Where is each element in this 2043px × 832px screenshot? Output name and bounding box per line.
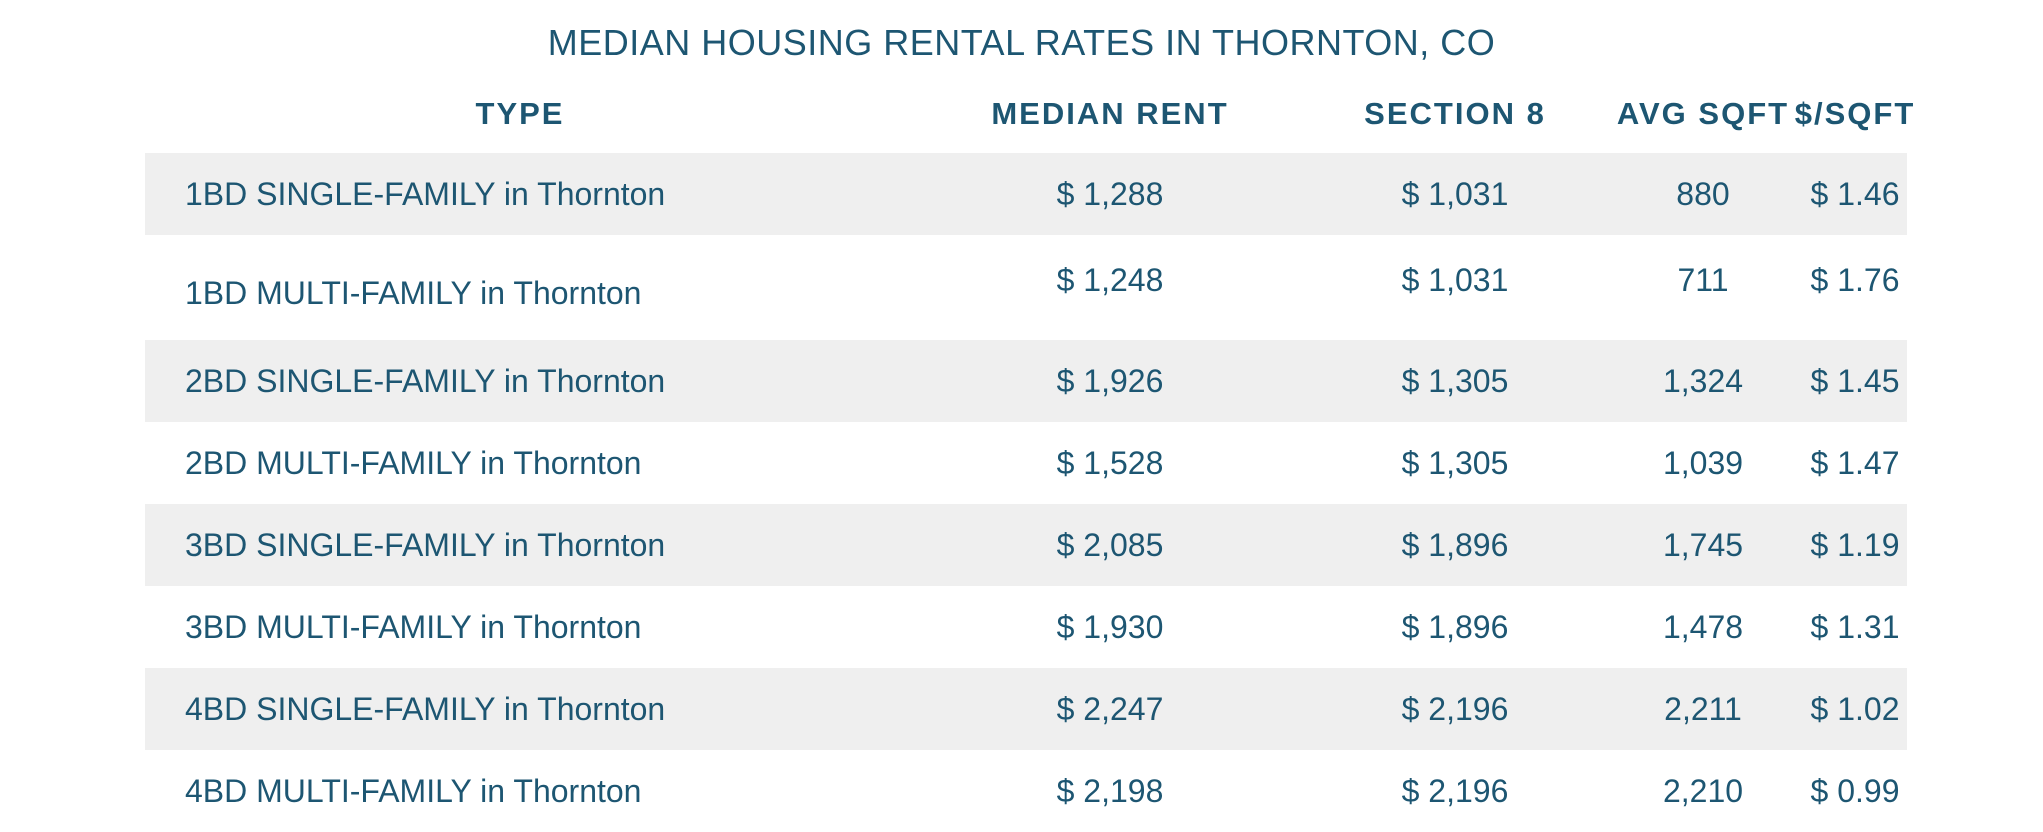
cell-type: 1BD MULTI-FAMILY in Thornton (185, 275, 642, 311)
header-avg-sqft: AVG SQFT (1616, 96, 1790, 131)
table-body: 1BD SINGLE-FAMILY in Thornton $ 1,288 $ … (145, 153, 1907, 832)
cell-price-per-sqft: $ 1.19 (1810, 526, 1900, 563)
cell-type: 4BD SINGLE-FAMILY in Thornton (185, 690, 666, 727)
table-row: 2BD MULTI-FAMILY in Thornton $ 1,528 $ 1… (145, 422, 1907, 504)
cell-section-8: $ 1,305 (1401, 362, 1509, 399)
cell-price-per-sqft: $ 1.31 (1810, 608, 1900, 645)
cell-type: 2BD SINGLE-FAMILY in Thornton (185, 362, 666, 399)
cell-section-8: $ 2,196 (1401, 772, 1509, 809)
cell-median-rent: $ 1,926 (1056, 362, 1164, 399)
cell-section-8: $ 1,031 (1401, 262, 1509, 298)
cell-type: 2BD MULTI-FAMILY in Thornton (185, 444, 642, 481)
cell-avg-sqft: 1,324 (1662, 362, 1744, 399)
cell-type: 1BD SINGLE-FAMILY in Thornton (185, 175, 666, 212)
table-row: 4BD SINGLE-FAMILY in Thornton $ 2,247 $ … (145, 668, 1907, 750)
cell-median-rent: $ 2,198 (1056, 772, 1164, 809)
table-row: 1BD SINGLE-FAMILY in Thornton $ 1,288 $ … (145, 153, 1907, 235)
cell-price-per-sqft: $ 1.45 (1810, 362, 1900, 399)
cell-avg-sqft: 1,039 (1662, 444, 1744, 481)
cell-median-rent: $ 1,528 (1056, 444, 1164, 481)
table-row: 1BD MULTI-FAMILY in Thornton $ 1,248 $ 1… (145, 235, 1907, 340)
cell-avg-sqft: 711 (1677, 262, 1729, 298)
header-type: TYPE (475, 96, 565, 131)
cell-type: 3BD SINGLE-FAMILY in Thornton (185, 526, 666, 563)
header-section-8: SECTION 8 (1364, 96, 1546, 131)
cell-median-rent: $ 1,288 (1056, 175, 1164, 212)
cell-section-8: $ 1,305 (1401, 444, 1509, 481)
cell-median-rent: $ 2,247 (1056, 690, 1164, 727)
cell-price-per-sqft: $ 1.02 (1810, 690, 1900, 727)
table-row: 2BD SINGLE-FAMILY in Thornton $ 1,926 $ … (145, 340, 1907, 422)
cell-avg-sqft: 1,478 (1662, 608, 1744, 645)
cell-avg-sqft: 2,210 (1662, 772, 1744, 809)
cell-avg-sqft: 2,211 (1664, 690, 1742, 727)
header-median-rent: MEDIAN RENT (991, 96, 1229, 131)
cell-price-per-sqft: $ 1.46 (1810, 175, 1900, 212)
cell-avg-sqft: 880 (1676, 175, 1730, 212)
cell-section-8: $ 2,196 (1401, 690, 1509, 727)
page-title: MEDIAN HOUSING RENTAL RATES IN THORNTON,… (547, 22, 1496, 63)
cell-section-8: $ 1,896 (1401, 608, 1509, 645)
cell-price-per-sqft: $ 0.99 (1810, 772, 1900, 809)
header-price-per-sqft: $/SQFT (1794, 96, 1916, 131)
table-row: 3BD MULTI-FAMILY in Thornton $ 1,930 $ 1… (145, 586, 1907, 668)
cell-avg-sqft: 1,745 (1662, 526, 1744, 563)
cell-median-rent: $ 1,248 (1056, 262, 1164, 298)
cell-price-per-sqft: $ 1.47 (1810, 444, 1900, 481)
cell-median-rent: $ 2,085 (1056, 526, 1164, 563)
cell-section-8: $ 1,896 (1401, 526, 1509, 563)
cell-type: 4BD MULTI-FAMILY in Thornton (185, 772, 642, 809)
cell-median-rent: $ 1,930 (1056, 608, 1164, 645)
table-row: 4BD MULTI-FAMILY in Thornton $ 2,198 $ 2… (145, 750, 1907, 832)
cell-price-per-sqft: $ 1.76 (1810, 262, 1900, 298)
table-row: 3BD SINGLE-FAMILY in Thornton $ 2,085 $ … (145, 504, 1907, 586)
table-header: TYPE MEDIAN RENT SECTION 8 AVG SQFT $/SQ… (145, 86, 1914, 142)
cell-type: 3BD MULTI-FAMILY in Thornton (185, 608, 642, 645)
cell-section-8: $ 1,031 (1401, 175, 1509, 212)
